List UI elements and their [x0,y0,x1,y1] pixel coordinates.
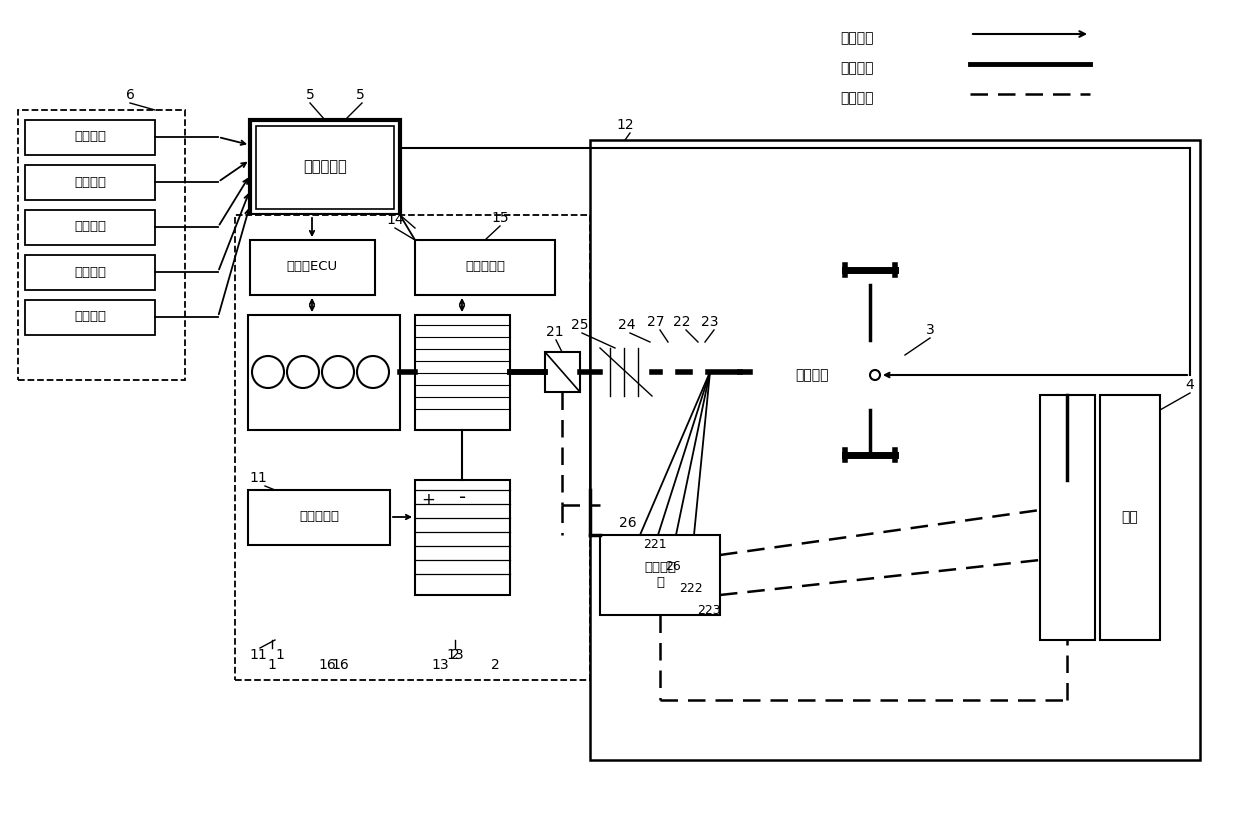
Text: 13: 13 [432,658,449,672]
Text: 行走装置: 行走装置 [795,368,828,382]
Text: 多路换向
阀: 多路换向 阀 [644,561,676,589]
Bar [248,315,401,430]
Text: 22: 22 [673,315,691,329]
Text: 货叉: 货叉 [1122,510,1138,524]
Text: 223: 223 [697,605,720,617]
Text: 机械路线: 机械路线 [839,61,873,75]
Text: 26: 26 [619,516,637,530]
Text: 11: 11 [249,648,267,662]
Text: 24: 24 [619,318,636,332]
Text: 12: 12 [616,118,634,132]
Text: 5: 5 [305,88,315,102]
Text: 221: 221 [644,538,667,552]
Text: 举升信号: 举升信号 [74,220,105,234]
Bar [660,342,678,396]
Bar [25,255,155,290]
Text: 1: 1 [268,658,277,672]
Text: +: + [422,491,435,509]
Text: 27: 27 [647,315,665,329]
Text: 13: 13 [446,648,464,662]
Text: 整车控制器: 整车控制器 [303,160,347,175]
Text: 3: 3 [925,323,935,337]
Text: 下降信号: 下降信号 [74,311,105,323]
Bar [250,240,374,295]
Text: 16: 16 [319,658,336,672]
Text: 电气路线: 电气路线 [839,31,873,45]
Text: 16: 16 [331,658,348,672]
Bar [590,285,785,495]
Bar [25,120,155,155]
Bar [248,490,391,545]
Text: 5: 5 [356,88,365,102]
Bar [250,120,401,215]
Bar [1100,395,1159,640]
Text: 25: 25 [572,318,589,332]
Text: 26: 26 [665,560,681,574]
Text: 发动机ECU: 发动机ECU [286,260,337,274]
Bar [590,140,1200,760]
Bar [1040,395,1095,640]
Bar [689,342,708,396]
Bar [236,215,590,680]
Bar [750,340,875,410]
Text: 液压路线: 液压路线 [839,91,873,105]
Bar [415,240,556,295]
Text: 15: 15 [491,211,508,225]
Bar [600,348,652,396]
Bar [25,210,155,245]
Text: 2: 2 [450,648,459,662]
Text: 电池控制器: 电池控制器 [299,511,339,523]
Bar [600,535,720,615]
Text: 6: 6 [125,88,134,102]
Text: 1: 1 [275,648,284,662]
Bar [25,300,155,335]
Text: 2: 2 [491,658,500,672]
Bar [415,480,510,595]
Text: 14: 14 [386,213,404,227]
Text: 启动信号: 启动信号 [74,130,105,144]
Text: 电机控制器: 电机控制器 [465,260,505,274]
Text: 4: 4 [1185,378,1194,392]
Bar [415,315,510,430]
Text: 加速信号: 加速信号 [74,176,105,188]
Bar [25,165,155,200]
Bar [19,110,185,380]
Bar [546,352,580,392]
Text: 制动信号: 制动信号 [74,265,105,279]
Text: 21: 21 [546,325,564,339]
Text: -: - [460,489,466,507]
Bar [255,126,394,209]
Text: 11: 11 [249,471,267,485]
Text: 23: 23 [702,315,719,329]
Text: 222: 222 [680,582,703,596]
